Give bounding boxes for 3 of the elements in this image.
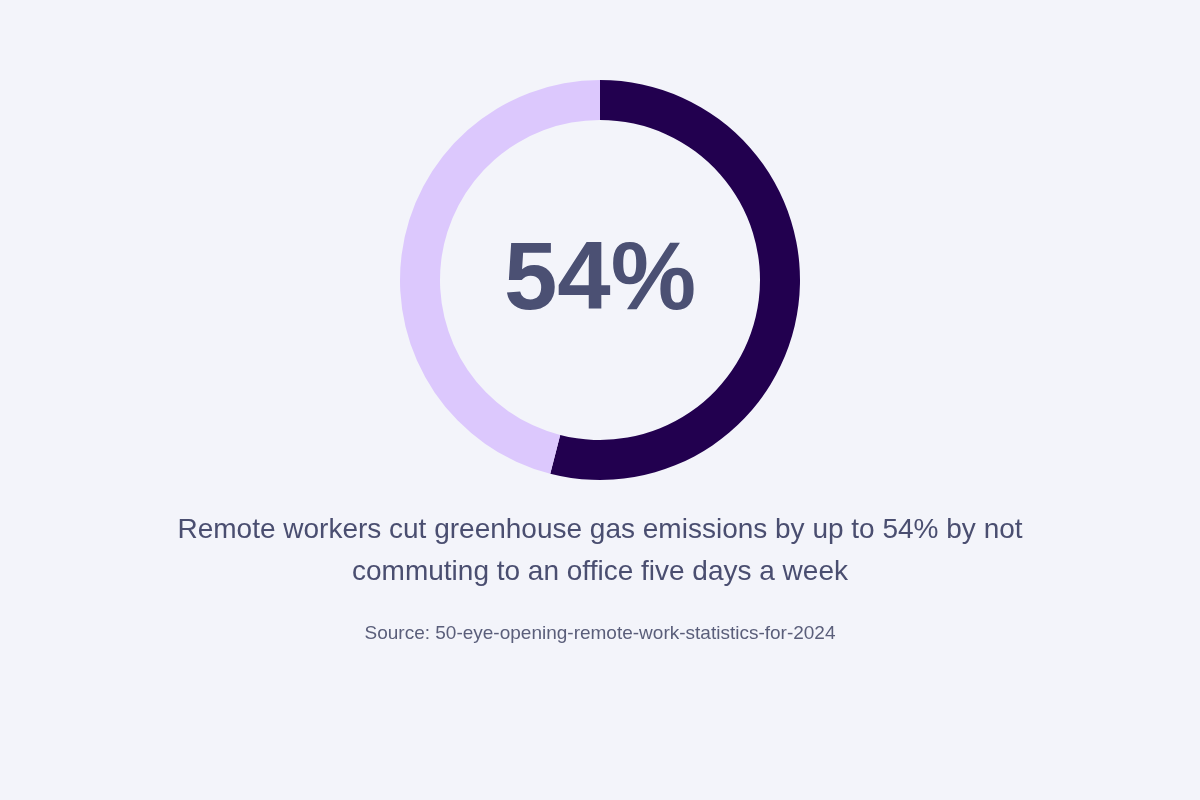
text: Remote workers cut greenhouse gas emissions by up to 54% by not commuting to an office five days a week	[177, 513, 1023, 586]
text: 54%	[503, 222, 697, 329]
source-note: Source: 50-eye-opening-remote-work-statistics-for-2024	[364, 622, 836, 643]
